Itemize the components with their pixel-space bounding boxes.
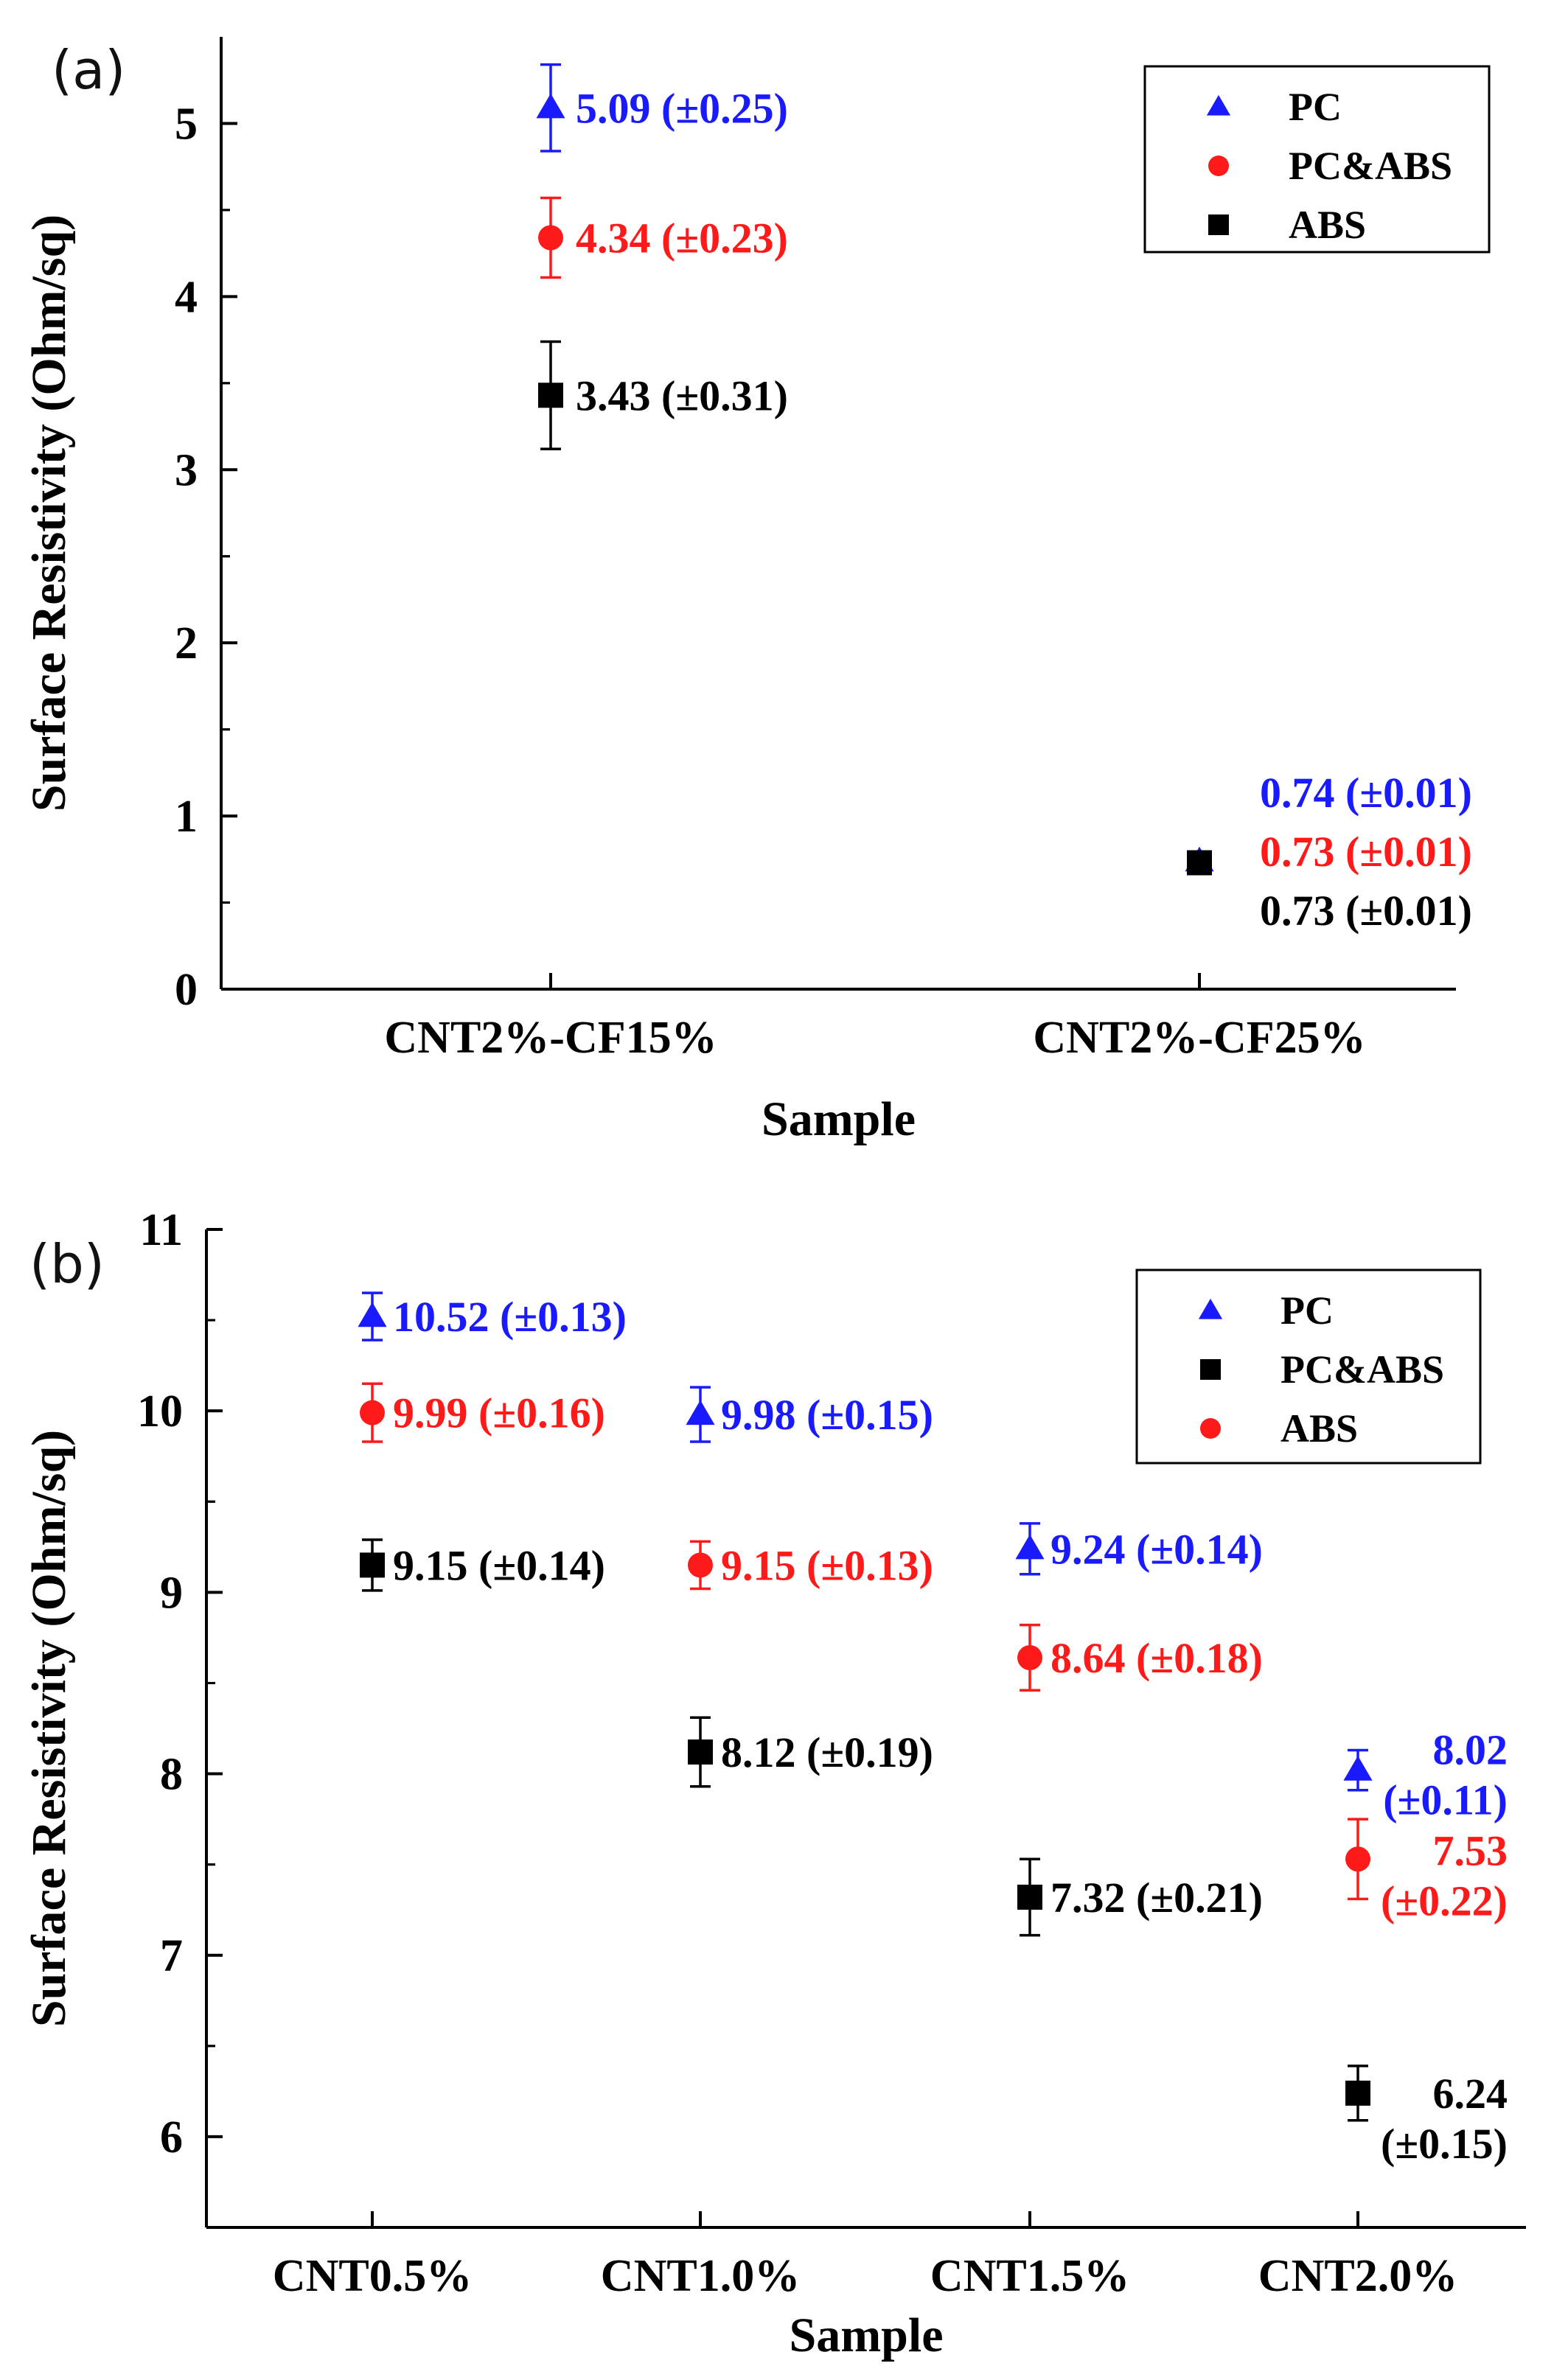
- data-point-abs: [1017, 1644, 1042, 1670]
- y-tick-label: 1: [175, 792, 198, 842]
- y-tick-label: 4: [175, 272, 198, 322]
- series-pc: [358, 1291, 1373, 1792]
- legend-label-pc: PC: [1289, 85, 1342, 129]
- y-tick-label: 9: [160, 1568, 183, 1618]
- data-label: 4.34 (±0.23): [576, 214, 788, 262]
- legend-marker-abs: [1208, 214, 1229, 235]
- legend: PC PC&ABS ABS: [1143, 65, 1491, 254]
- data-point-pc-abs: [688, 1739, 713, 1765]
- y-axis-title: Surface Resistivity (Ohm/sq): [22, 1430, 76, 2027]
- data-label: 8.12 (±0.19): [721, 1728, 933, 1776]
- data-point-abs: [688, 1552, 713, 1578]
- y-tick-label: 10: [137, 1386, 183, 1437]
- data-point-abs: [1187, 850, 1212, 876]
- data-point-pc: [536, 93, 565, 119]
- x-tick-label-cnt2-cf15: CNT2%-CF15%: [384, 1013, 717, 1063]
- panel-b: (b) 6 7 8 9 10 11 CNT0.5% CNT1.0% CNT1.5% CNT2.0% S…: [22, 1205, 1526, 2362]
- data-point-abs: [1345, 1846, 1370, 1872]
- y-tick-label: 7: [160, 1931, 183, 1981]
- panel-label: (b): [29, 1233, 105, 1295]
- legend-label-pc: PC: [1281, 1288, 1334, 1333]
- x-axis-title: Sample: [789, 2309, 943, 2362]
- x-tick-label-cnt0-5: CNT0.5%: [273, 2251, 472, 2301]
- data-label: 0.73 (±0.01): [1260, 887, 1472, 935]
- data-point-pc-abs: [1345, 2080, 1370, 2106]
- legend-marker-pc-abs: [1200, 1359, 1221, 1380]
- legend-marker-pc: [1198, 1298, 1223, 1319]
- legend-marker-pc-abs: [1208, 156, 1229, 176]
- y-tick-label: 0: [175, 965, 198, 1015]
- data-label: 9.24 (±0.14): [1050, 1525, 1263, 1573]
- data-point-pc: [1343, 1756, 1373, 1781]
- data-label: 6.24 (±0.15): [1381, 2070, 1508, 2168]
- data-label: 8.02 (±0.11): [1383, 1726, 1508, 1824]
- data-label: 9.98 (±0.15): [721, 1391, 933, 1439]
- data-label: 9.99 (±0.16): [393, 1389, 605, 1437]
- legend: PC PC&ABS ABS: [1135, 1268, 1482, 1465]
- data-label: 7.32 (±0.21): [1050, 1874, 1263, 1922]
- data-point-pc-abs: [1017, 1884, 1042, 1910]
- data-label-line: 7.53: [1433, 1826, 1508, 1874]
- panel-label: (a): [52, 39, 125, 101]
- series-abs: [360, 1382, 1370, 1901]
- data-label: 0.74 (±0.01): [1260, 769, 1472, 817]
- panel-a: (a) 0 1 2 3 4 5 CNT2%-CF15% CNT2%-CF25% Sample Sur…: [22, 37, 1491, 1146]
- series-pc: [536, 63, 1214, 872]
- data-label-line: 6.24: [1433, 2070, 1508, 2118]
- series-pc-abs: [360, 1538, 1370, 2122]
- data-label-line: 8.02: [1433, 1726, 1508, 1774]
- x-axis-title: Sample: [762, 1092, 916, 1146]
- data-label-line: (±0.22): [1381, 1877, 1508, 1924]
- legend-label-pc-abs: PC&ABS: [1281, 1347, 1444, 1392]
- series-pc-abs: [538, 196, 1212, 876]
- data-label: 8.64 (±0.18): [1050, 1634, 1263, 1682]
- data-label-line: (±0.15): [1381, 2120, 1508, 2168]
- x-tick-label-cnt1-5: CNT1.5%: [930, 2251, 1129, 2301]
- legend-marker-pc: [1206, 94, 1231, 116]
- legend-label-abs: ABS: [1289, 203, 1366, 247]
- data-label: 9.15 (±0.14): [393, 1541, 605, 1589]
- data-point-pc-abs: [538, 225, 563, 251]
- y-tick-label: 3: [175, 445, 198, 495]
- data-label: 3.43 (±0.31): [576, 371, 788, 419]
- legend-marker-abs: [1200, 1418, 1221, 1439]
- legend-label-pc-abs: PC&ABS: [1289, 144, 1452, 188]
- x-tick-label-cnt2-cf25: CNT2%-CF25%: [1033, 1013, 1365, 1063]
- data-label-line: (±0.11): [1383, 1776, 1508, 1824]
- y-axis-title: Surface Resistivity (Ohm/sq): [22, 214, 76, 812]
- legend-box: [1143, 65, 1491, 254]
- data-point-abs: [360, 1400, 385, 1425]
- data-label: 9.15 (±0.13): [721, 1541, 933, 1589]
- x-tick-label-cnt1-0: CNT1.0%: [601, 2251, 800, 2301]
- legend-box: [1135, 1268, 1482, 1465]
- data-label: 10.52 (±0.13): [393, 1293, 627, 1341]
- data-point-pc: [686, 1400, 715, 1425]
- data-point-pc: [1015, 1534, 1045, 1560]
- data-label: 0.73 (±0.01): [1260, 828, 1472, 876]
- y-tick-label: 8: [160, 1750, 183, 1800]
- y-tick-label: 6: [160, 2112, 183, 2163]
- y-tick-label: 11: [139, 1205, 183, 1255]
- y-tick-label: 2: [175, 618, 198, 669]
- data-point-pc-abs: [360, 1552, 385, 1578]
- series-abs: [538, 340, 1212, 876]
- data-point-abs: [538, 383, 563, 408]
- data-label: 7.53 (±0.22): [1381, 1826, 1508, 1924]
- legend-label-abs: ABS: [1281, 1406, 1358, 1451]
- data-label: 5.09 (±0.25): [576, 84, 788, 132]
- y-tick-label: 5: [175, 99, 198, 149]
- data-point-pc: [358, 1302, 387, 1327]
- x-tick-label-cnt2-0: CNT2.0%: [1258, 2251, 1457, 2301]
